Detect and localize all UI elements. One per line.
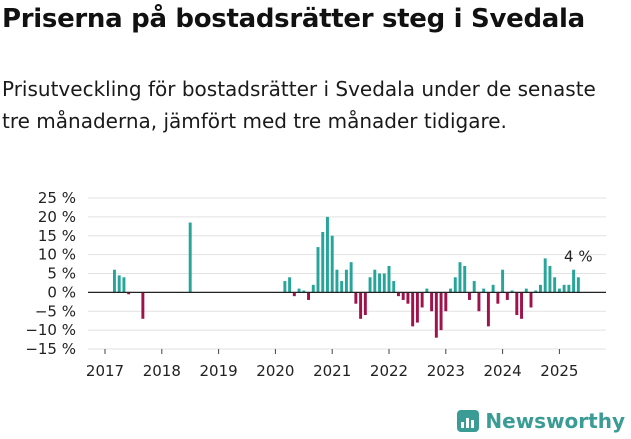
- bar: [538, 284, 542, 293]
- bar: [524, 288, 528, 293]
- y-tick-label: −5 %: [35, 302, 76, 320]
- bar: [325, 216, 329, 293]
- bar: [392, 281, 396, 293]
- y-tick-label: −15 %: [25, 340, 76, 358]
- bar: [415, 292, 419, 323]
- bar: [297, 288, 301, 293]
- bar: [453, 277, 457, 293]
- bar: [112, 269, 116, 293]
- bar: [288, 277, 292, 293]
- bar: [520, 292, 524, 319]
- x-axis: 2017 2018 2019 2020 2021 2022 2023 2024 2025: [86, 291, 606, 380]
- bar: [567, 284, 571, 293]
- logo-icon: [457, 410, 480, 432]
- bar: [553, 277, 557, 293]
- x-tick-label: 2019: [200, 362, 238, 380]
- bar: [434, 292, 438, 338]
- y-tick-label: −10 %: [25, 321, 76, 339]
- bar: [188, 222, 192, 293]
- bar: [373, 269, 377, 293]
- x-tick-label: 2017: [86, 362, 124, 380]
- bar: [354, 292, 358, 304]
- bar: [576, 277, 580, 293]
- bar: [311, 284, 315, 293]
- x-tick-label: 2020: [256, 362, 294, 380]
- bar: [283, 281, 287, 293]
- bar: [491, 284, 495, 293]
- bar: [117, 275, 121, 293]
- bar: [548, 265, 552, 293]
- y-tick-label: 10 %: [38, 246, 76, 264]
- bar: [505, 292, 509, 300]
- logo-text: Newsworthy: [485, 409, 625, 433]
- bar: [501, 269, 505, 293]
- y-axis-labels: 25 %20 %15 %10 %5 %0 %−5 %−10 %−15 %: [25, 189, 76, 358]
- y-tick-label: 25 %: [38, 189, 76, 207]
- bar: [387, 265, 391, 293]
- bar: [467, 292, 471, 300]
- bar: [425, 288, 429, 293]
- x-tick-label: 2021: [313, 362, 351, 380]
- newsworthy-logo: Newsworthy: [457, 409, 625, 433]
- bar: [444, 292, 448, 312]
- bar: [349, 262, 353, 293]
- bar: [401, 292, 405, 300]
- bar: [534, 290, 538, 293]
- bar: [340, 281, 344, 293]
- bar: [321, 231, 325, 293]
- bar: [482, 288, 486, 293]
- bar: [406, 292, 410, 304]
- bar: [378, 273, 382, 293]
- bar: [562, 284, 566, 293]
- chart-subtitle: Prisutveckling för bostadsrätter i Sveda…: [2, 77, 596, 133]
- bar: [557, 288, 561, 293]
- x-tick-label: 2018: [143, 362, 181, 380]
- bar: [496, 292, 500, 304]
- latest-value-label: 4 %: [564, 248, 593, 266]
- bar: [543, 258, 547, 293]
- y-tick-label: 5 %: [47, 265, 76, 283]
- bar: [382, 273, 386, 293]
- bar: [515, 292, 519, 316]
- bar: [122, 277, 126, 293]
- bar: [486, 292, 490, 327]
- bar: [572, 269, 576, 293]
- bar: [335, 269, 339, 293]
- x-tick-label: 2024: [484, 362, 522, 380]
- bar: [430, 292, 434, 312]
- bar: [477, 292, 481, 312]
- bar: [292, 292, 296, 297]
- bar: [411, 292, 415, 327]
- bar: [344, 269, 348, 293]
- x-tick-label: 2022: [370, 362, 408, 380]
- x-tick-label: 2025: [540, 362, 578, 380]
- bar: [141, 292, 145, 319]
- y-tick-label: 20 %: [38, 208, 76, 226]
- bar: [396, 292, 400, 297]
- bar: [302, 290, 306, 293]
- bar: [439, 292, 443, 331]
- bar: [472, 281, 476, 293]
- bar: [449, 288, 453, 293]
- bar: [307, 292, 311, 300]
- bar: [127, 292, 131, 295]
- bar: [458, 262, 462, 293]
- bar: [510, 290, 514, 293]
- bar: [420, 292, 424, 308]
- bar: [463, 265, 467, 293]
- bar: [330, 235, 334, 293]
- bar: [363, 292, 367, 316]
- bars: [112, 216, 580, 338]
- bar: [529, 292, 533, 308]
- bar: [359, 292, 363, 319]
- bar: [316, 247, 320, 293]
- chart-title: Priserna på bostadsrätter steg i Svedala: [2, 4, 585, 34]
- y-tick-label: 15 %: [38, 227, 76, 245]
- y-tick-label: 0 %: [47, 283, 76, 301]
- x-tick-label: 2023: [427, 362, 465, 380]
- bar: [368, 277, 372, 293]
